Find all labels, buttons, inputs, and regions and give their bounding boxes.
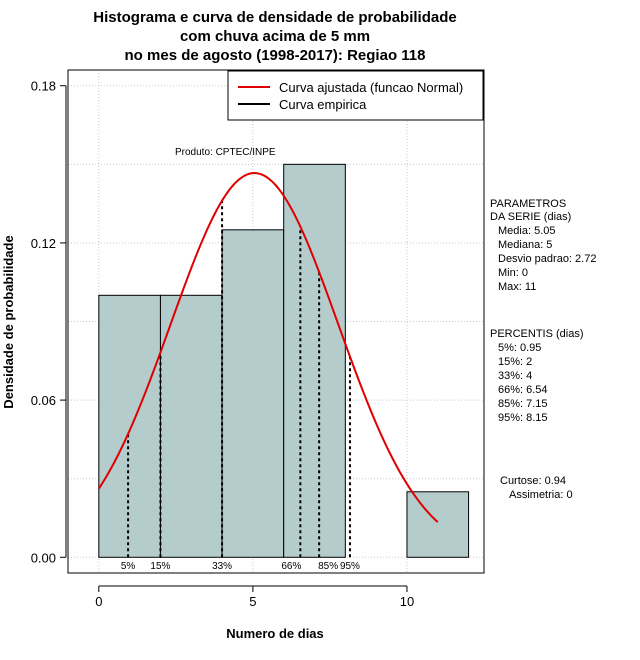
legend: Curva ajustada (funcao Normal) Curva emp… [227, 70, 484, 121]
legend-label-empirical: Curva empirica [279, 97, 367, 112]
y-axis-title: Densidade de probabilidade [1, 235, 16, 408]
percentil-5: 5%: 0.95 [498, 342, 541, 354]
histogram-bar-2 [221, 229, 285, 558]
assimetria: Assimetria: 0 [509, 489, 573, 501]
histogram-bar-0 [98, 294, 161, 558]
y-tick-label-3: 0.18 [31, 79, 56, 94]
param-max: Max: 11 [498, 281, 536, 293]
percentil-85: 85%: 7.15 [498, 398, 548, 410]
x-tick-label-0: 0 [95, 594, 102, 609]
x-axis-title: Numero de dias [226, 626, 324, 641]
percentile-label-66: 66% [281, 561, 301, 572]
histogram-bars [98, 163, 470, 558]
product-annotation: Produto: CPTEC/INPE [175, 147, 276, 158]
percentis-title: PERCENTIS (dias) [490, 328, 584, 340]
percentil-33: 33%: 4 [498, 370, 532, 382]
params-title-line-2: DA SERIE (dias) [490, 211, 571, 223]
param-mediana: Mediana: 5 [498, 239, 552, 251]
side-panel: PARAMETROS DA SERIE (dias) Media: 5.05 M… [490, 198, 596, 501]
percentile-lines [127, 200, 351, 558]
percentile-label-85: 85% [318, 561, 338, 572]
percentile-labels: 5% 15% 33% 66% 85% 95% [121, 561, 360, 572]
percentil-15: 15%: 2 [498, 356, 532, 368]
histogram-bar-5 [406, 491, 470, 558]
y-tick-label-0: 0.00 [31, 550, 56, 565]
y-tick-label-2: 0.12 [31, 236, 56, 251]
normal-curve [97, 172, 439, 523]
legend-box [227, 70, 484, 121]
plot-frame [67, 69, 485, 574]
percentile-label-5: 5% [121, 561, 136, 572]
axes: 0 5 10 0.00 0.06 0.12 0.18 [31, 79, 415, 609]
x-tick-label-2: 10 [400, 594, 414, 609]
param-media: Media: 5.05 [498, 225, 555, 237]
percentil-95: 95%: 8.15 [498, 412, 548, 424]
x-tick-label-1: 5 [249, 594, 256, 609]
percentil-66: 66%: 6.54 [498, 384, 548, 396]
normal-curve-layer [97, 172, 439, 523]
percentile-label-95: 95% [340, 561, 360, 572]
curtose: Curtose: 0.94 [500, 475, 566, 487]
histogram-bar-3 [283, 163, 346, 558]
chart-title-line-1: Histograma e curva de densidade de proba… [93, 9, 456, 26]
chart-title-line-2: com chuva acima de 5 mm [180, 28, 370, 45]
percentile-label-15: 15% [150, 561, 170, 572]
param-desvio: Desvio padrao: 2.72 [498, 253, 596, 265]
y-tick-label-1: 0.06 [31, 393, 56, 408]
percentile-label-33: 33% [212, 561, 232, 572]
histogram-bar-1 [159, 294, 223, 558]
legend-label-fit: Curva ajustada (funcao Normal) [279, 80, 463, 95]
params-title-line-1: PARAMETROS [490, 198, 566, 210]
chart-title-line-3: no mes de agosto (1998-2017): Regiao 118 [125, 47, 426, 64]
param-min: Min: 0 [498, 267, 528, 279]
